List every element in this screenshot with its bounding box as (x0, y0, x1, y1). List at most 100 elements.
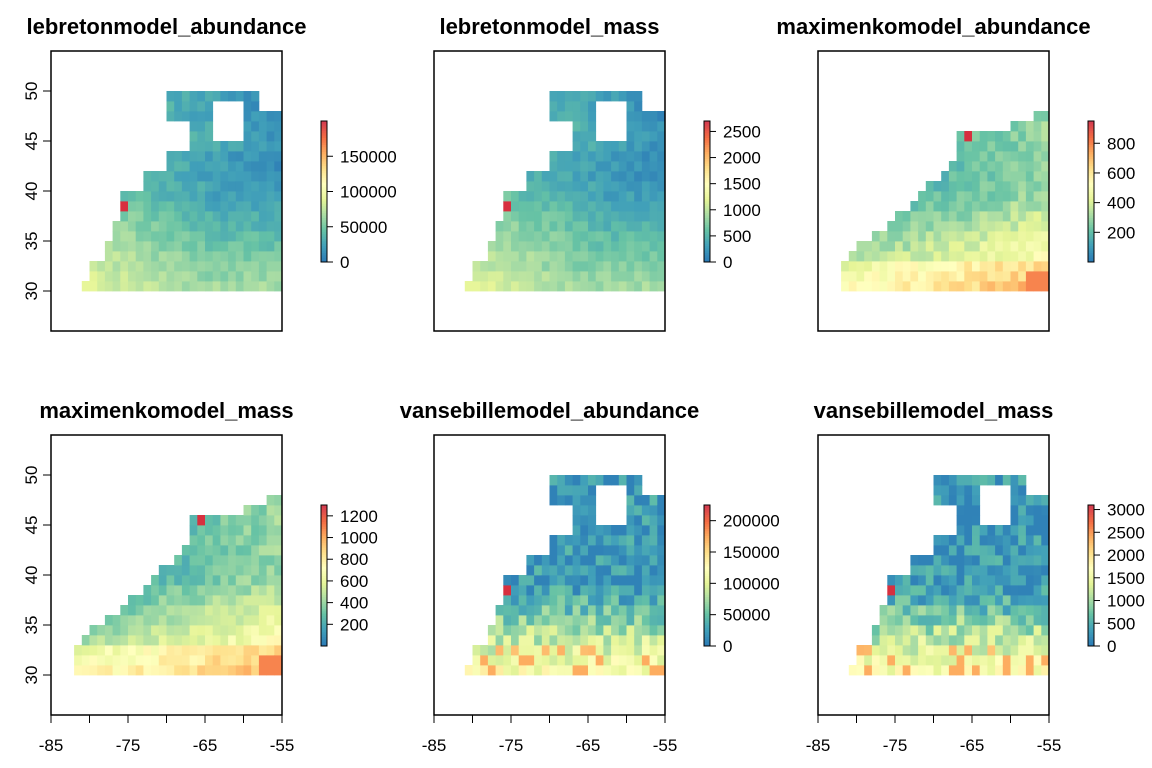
heatmap-cell (541, 261, 550, 272)
heatmap-cell (987, 665, 996, 676)
heatmap-cell (549, 595, 558, 606)
panel-vansebillemodel_mass: vansebillemodel_mass-85 -75 -65 -5505001000… (806, 398, 1145, 755)
legend-swatch (1088, 542, 1094, 546)
heatmap-cell (526, 565, 535, 576)
heatmap-cell (887, 221, 896, 232)
legend-swatch (704, 170, 710, 174)
heatmap-cell (181, 221, 190, 232)
heatmap-cell (197, 221, 206, 232)
heatmap-cell (618, 171, 627, 182)
heatmap-cell (964, 251, 973, 262)
legend-swatch (321, 139, 327, 143)
heatmap-cell (572, 545, 581, 556)
heatmap-cell (618, 271, 627, 282)
heatmap-cell (964, 181, 973, 192)
heatmap-cell (181, 585, 190, 596)
heatmap-cell (972, 475, 981, 486)
heatmap-cell (220, 251, 229, 262)
heatmap-cell (956, 221, 965, 232)
heatmap-cell (580, 565, 589, 576)
heatmap-cell (964, 525, 973, 536)
heatmap-cell (212, 555, 221, 566)
heatmap-cell (918, 281, 927, 292)
heatmap-cell (649, 251, 658, 262)
heatmap-cell (143, 645, 152, 656)
heatmap-cell (1041, 161, 1050, 172)
heatmap-cell (243, 555, 252, 566)
legend-swatch (321, 563, 327, 567)
heatmap-cell (518, 585, 527, 596)
heatmap-cell (964, 261, 973, 272)
heatmap-cell (112, 261, 121, 272)
heatmap-cell (895, 281, 904, 292)
plot-frame (433, 50, 666, 332)
heatmap-cell (1010, 665, 1019, 676)
heatmap-cell (634, 211, 643, 222)
heatmap-cell (995, 141, 1004, 152)
legend-swatch (1088, 544, 1094, 548)
heatmap-cell (649, 605, 658, 616)
heatmap-cell (1010, 585, 1019, 596)
heatmap-cell (1018, 635, 1027, 646)
legend-swatch (321, 179, 327, 183)
heatmap-cell (557, 555, 566, 566)
heatmap-cell (564, 655, 573, 666)
legend-swatch (321, 231, 327, 235)
heatmap-cell (235, 211, 244, 222)
heatmap-cell (534, 655, 543, 666)
legend-swatch (321, 596, 327, 600)
heatmap-cell (166, 655, 175, 666)
heatmap-cell (251, 645, 260, 656)
legend-swatch (321, 519, 327, 522)
heatmap-cell (1018, 495, 1027, 506)
heatmap-cell (274, 545, 283, 556)
heatmap-cell (572, 241, 581, 252)
legend-swatch (321, 193, 327, 197)
heatmap-cell (1025, 535, 1034, 546)
heatmap-cell (941, 191, 950, 202)
legend-swatch (321, 121, 327, 124)
legend-swatch (704, 121, 710, 124)
heatmap-cell (503, 261, 512, 272)
legend-swatch (704, 636, 710, 640)
legend-swatch (321, 540, 327, 544)
heatmap-cell (181, 261, 190, 272)
heatmap-cell (634, 505, 643, 516)
heatmap-cell (1041, 201, 1050, 212)
legend-swatch (704, 544, 710, 548)
legend-tick-label: 2500 (723, 122, 761, 141)
heatmap-cell (266, 585, 275, 596)
heatmap-cell (143, 595, 152, 606)
heatmap-cell (197, 635, 206, 646)
heatmap-cell (948, 485, 957, 496)
heatmap-cell (657, 281, 666, 292)
heatmap-cell (603, 525, 612, 536)
heatmap-cell (603, 91, 612, 102)
heatmap-cell (549, 555, 558, 566)
legend-swatch (1088, 153, 1094, 157)
heatmap-cell (588, 575, 597, 586)
heatmap-cell (1002, 665, 1011, 676)
legend-swatch (321, 219, 327, 223)
heatmap-cell (618, 161, 627, 172)
heatmap-cell (274, 231, 283, 242)
heatmap-cell (626, 635, 635, 646)
heatmap-cell (197, 251, 206, 262)
heatmap-cell (864, 281, 873, 292)
heatmap-cell (933, 625, 942, 636)
legend-swatch (1088, 514, 1094, 518)
heatmap-cell (956, 271, 965, 282)
heatmap-cell (258, 161, 267, 172)
heatmap-cell (557, 665, 566, 676)
heatmap-cell (235, 141, 244, 152)
heatmap-cell (918, 665, 927, 676)
heatmap-cell (228, 261, 237, 272)
heatmap-cell (864, 241, 873, 252)
heatmap-cell (128, 231, 137, 242)
heatmap-cell (495, 665, 504, 676)
heatmap-cell (235, 545, 244, 556)
heatmap-cell (1025, 241, 1034, 252)
heatmap-cell (220, 535, 229, 546)
heatmap-cell (887, 261, 896, 272)
heatmap-cell (879, 625, 888, 636)
